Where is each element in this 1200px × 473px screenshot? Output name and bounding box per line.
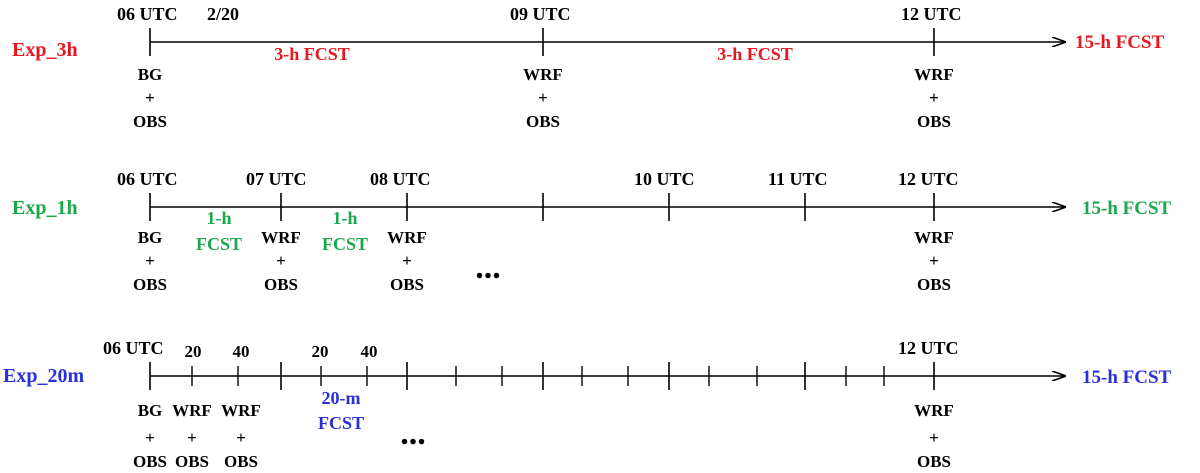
end-label-exp-1h: 15-h FCST [1082,198,1172,219]
obs-label: OBS [133,275,167,294]
fcst-label-line: 1-h [206,208,231,228]
fcst-label-line: 20-m [322,388,361,408]
row-label-exp-20m: Exp_20m [3,365,84,387]
analysis-source: WRF [261,228,301,247]
ellipsis: ... [400,415,426,452]
analysis-source: WRF [914,401,954,420]
time-label: 12 UTC [901,4,962,24]
analysis-source: WRF [914,65,954,84]
analysis-stack: WRF + OBS [523,65,563,131]
plus-sign: + [236,428,246,447]
time-label: 11 UTC [768,169,828,189]
analysis-source: BG [138,401,163,420]
analysis-stack: WRF + OBS [221,401,261,471]
analysis-stack: BG + OBS [133,401,167,471]
row-label-exp-3h: Exp_3h [12,39,78,61]
row-exp-20m: Exp_20m 06 UTC 20 40 20 40 12 UTC 20-m F… [3,338,1172,471]
plus-sign: + [187,428,197,447]
plus-sign: + [145,88,155,107]
obs-label: OBS [264,275,298,294]
fcst-label: 3-h FCST [717,44,793,64]
analysis-stack: WRF + OBS [261,228,301,294]
fcst-label-line: FCST [318,413,364,433]
fcst-label: 1-h FCST [322,208,368,254]
fcst-label: 3-h FCST [274,44,350,64]
fcst-label-line: FCST [322,234,368,254]
obs-label: OBS [917,112,951,131]
time-label: 12 UTC [898,338,959,358]
analysis-stack: WRF + OBS [387,228,427,294]
obs-label: OBS [224,452,258,471]
time-label: 09 UTC [510,4,571,24]
time-label: 06 UTC [117,4,178,24]
analysis-source: WRF [387,228,427,247]
plus-sign: + [538,88,548,107]
analysis-stack: WRF + OBS [914,401,954,471]
obs-label: OBS [175,452,209,471]
end-label-exp-20m: 15-h FCST [1082,367,1172,388]
analysis-stack: BG + OBS [133,65,167,131]
analysis-stack: WRF + OBS [914,65,954,131]
minute-label: 40 [361,342,378,361]
fcst-label-line: 1-h [332,208,357,228]
time-label: 06 UTC [103,338,164,358]
plus-sign: + [929,251,939,270]
analysis-source: BG [138,228,163,247]
minute-label: 20 [185,342,202,361]
analysis-source: WRF [221,401,261,420]
plus-sign: + [145,251,155,270]
row-label-exp-1h: Exp_1h [12,197,78,219]
obs-label: OBS [390,275,424,294]
fcst-label: 20-m FCST [318,388,364,433]
row-exp-1h: Exp_1h 06 UTC 07 UTC 08 UTC 10 UTC 11 UT… [12,169,1172,294]
analysis-stack: BG + OBS [133,228,167,294]
minute-label: 40 [233,342,250,361]
time-label: 07 UTC [246,169,307,189]
plus-sign: + [929,428,939,447]
analysis-source: WRF [523,65,563,84]
plus-sign: + [276,251,286,270]
time-label: 12 UTC [898,169,959,189]
time-label: 06 UTC [117,169,178,189]
fcst-label: 1-h FCST [196,208,242,254]
obs-label: OBS [917,452,951,471]
ellipsis: ... [475,249,501,286]
analysis-stack: WRF + OBS [914,228,954,294]
date-label: 2/20 [207,4,239,24]
minute-label: 20 [312,342,329,361]
obs-label: OBS [526,112,560,131]
plus-sign: + [929,88,939,107]
obs-label: OBS [133,452,167,471]
analysis-source: WRF [914,228,954,247]
time-label: 08 UTC [370,169,431,189]
fcst-label-line: FCST [196,234,242,254]
plus-sign: + [402,251,412,270]
analysis-source: WRF [172,401,212,420]
obs-label: OBS [133,112,167,131]
time-label: 10 UTC [634,169,695,189]
row-exp-3h: Exp_3h 06 UTC 2/20 09 UTC 12 UTC 3-h FCS… [12,4,1165,131]
obs-label: OBS [917,275,951,294]
end-label-exp-3h: 15-h FCST [1075,32,1165,53]
plus-sign: + [145,428,155,447]
analysis-stack: WRF + OBS [172,401,212,471]
analysis-source: BG [138,65,163,84]
